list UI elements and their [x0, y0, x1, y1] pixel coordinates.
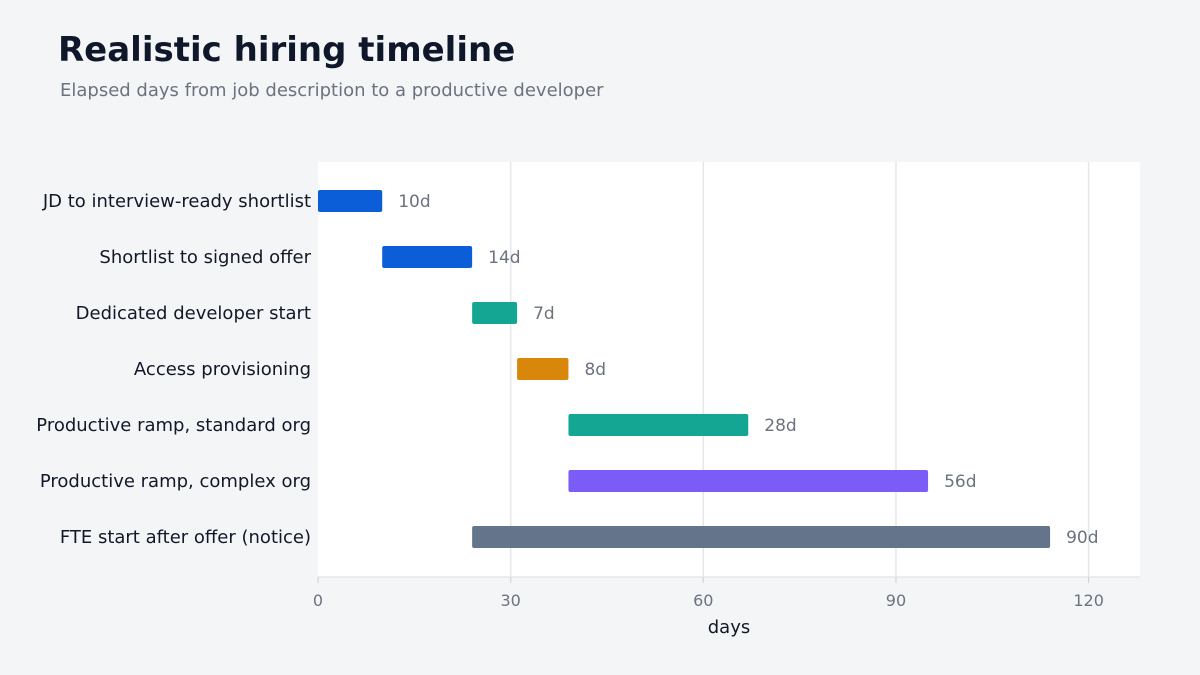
data-labels: 10d 14d 7d 8d 28d 56d 90d — [398, 192, 1098, 548]
bar-data-label: 90d — [1066, 528, 1098, 548]
bar — [517, 358, 569, 380]
y-category-label: Access provisioning — [134, 359, 311, 380]
x-tick-label: 30 — [500, 591, 520, 610]
y-category-label: Shortlist to signed offer — [99, 247, 311, 268]
x-tick-label: 0 — [313, 591, 323, 610]
bars-group — [318, 190, 1051, 548]
bar — [318, 190, 383, 212]
bar-data-label: 10d — [398, 192, 430, 212]
bar-data-label: 28d — [764, 416, 796, 436]
chart-title: Realistic hiring timeline — [58, 30, 516, 70]
y-axis-labels: JD to interview-ready shortlist Shortlist… — [36, 191, 311, 548]
x-tick-label: 90 — [886, 591, 906, 610]
y-category-label: JD to interview-ready shortlist — [42, 191, 311, 212]
x-tick-label: 60 — [693, 591, 713, 610]
bar-data-label: 14d — [488, 248, 520, 268]
bar-data-label: 7d — [533, 304, 555, 324]
plot-area — [318, 162, 1140, 577]
chart-subtitle: Elapsed days from job description to a p… — [60, 80, 604, 101]
y-category-label: FTE start after offer (notice) — [60, 527, 311, 548]
y-category-label: Productive ramp, complex org — [40, 471, 311, 492]
y-category-label: Dedicated developer start — [76, 303, 311, 324]
bar — [568, 470, 929, 492]
y-category-label: Productive ramp, standard org — [36, 415, 311, 436]
bar — [382, 246, 473, 268]
bar-data-label: 8d — [584, 360, 606, 380]
x-tick-label: 120 — [1073, 591, 1104, 610]
x-axis-label: days — [708, 617, 751, 638]
bar-data-label: 56d — [944, 472, 976, 492]
bar — [472, 302, 518, 324]
grid-lines — [509, 162, 1090, 577]
bar — [568, 414, 749, 436]
bar — [472, 526, 1051, 548]
x-axis-ticks: 0 30 60 90 120 — [313, 577, 1104, 610]
